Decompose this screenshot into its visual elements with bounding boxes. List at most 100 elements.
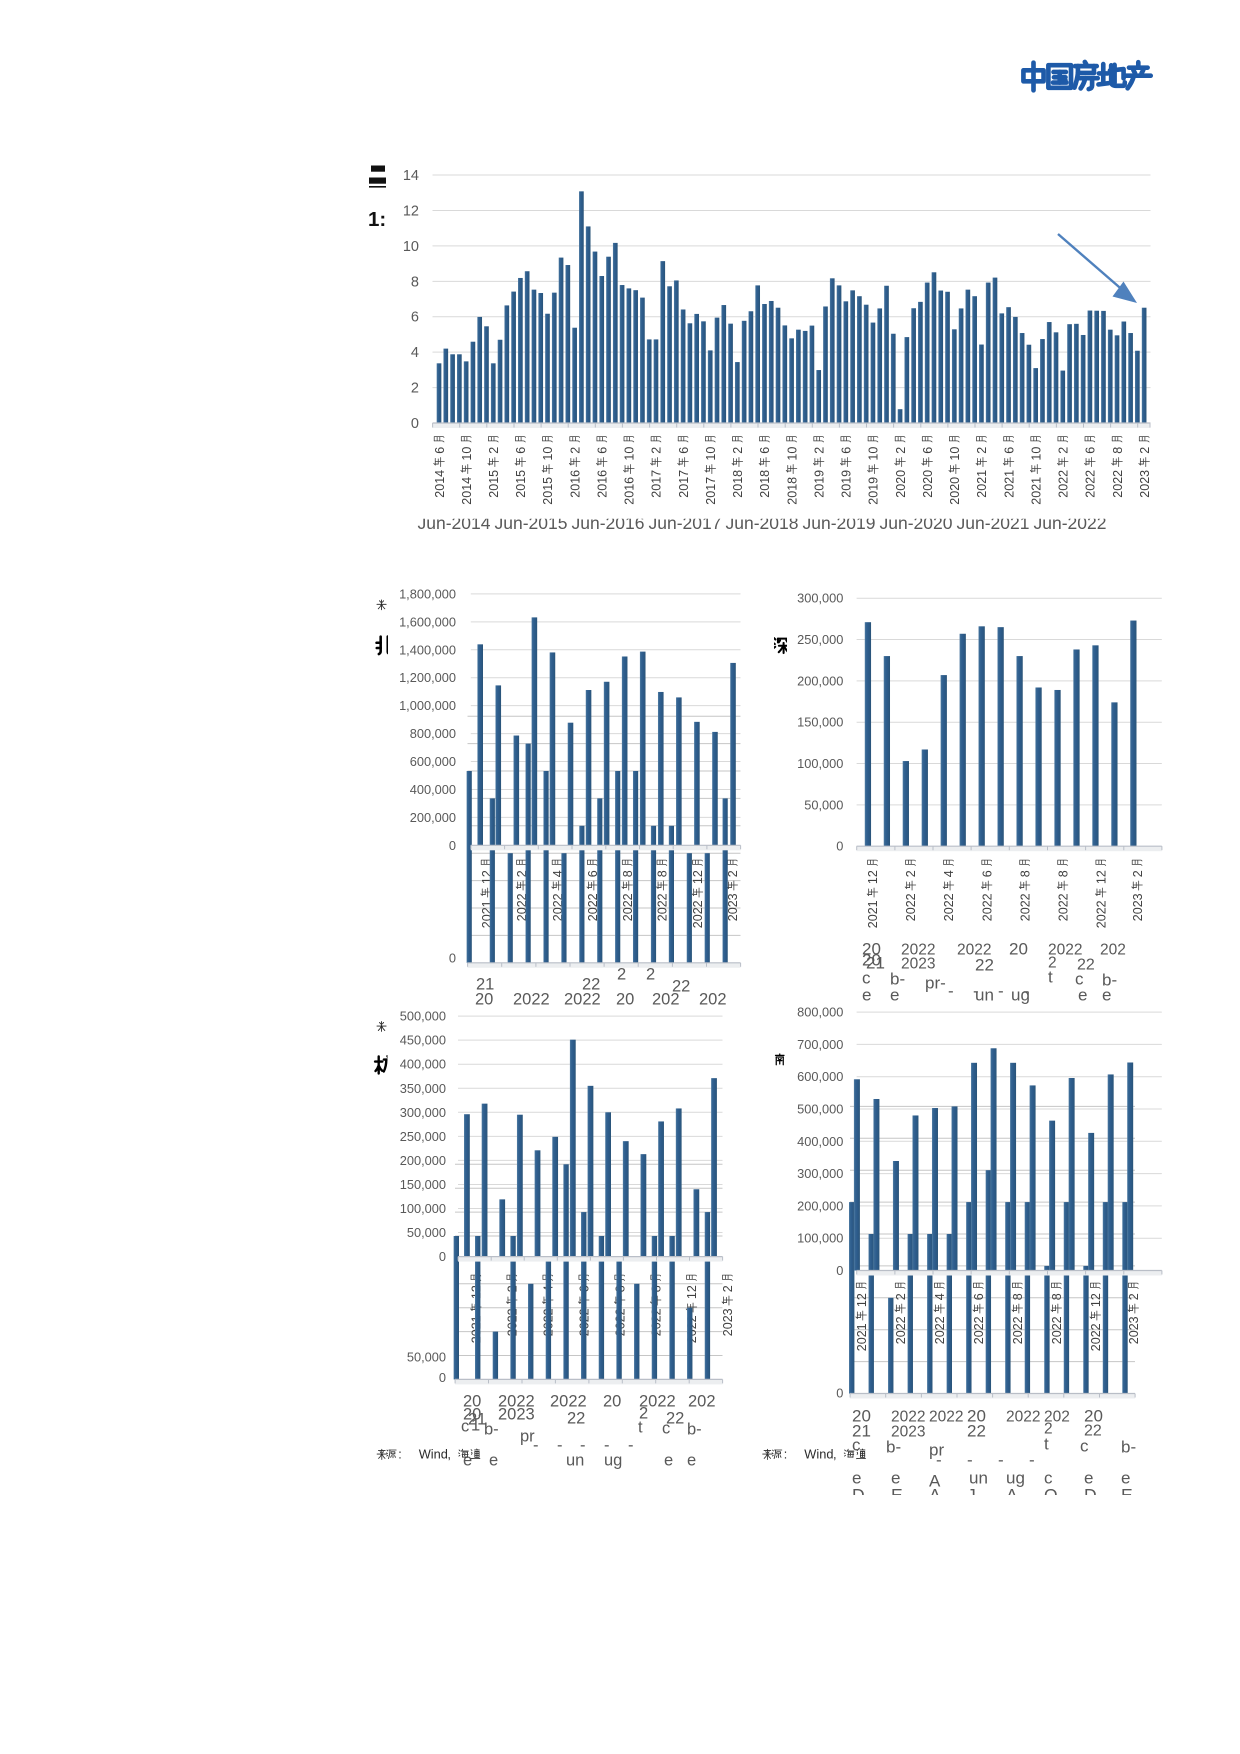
svg-text:b-: b- — [687, 1421, 702, 1439]
svg-text:600,000: 600,000 — [797, 1069, 843, 1084]
svg-text:Jun-2020: Jun-2020 — [880, 513, 953, 533]
svg-text:4: 4 — [933, 1293, 947, 1300]
svg-text:2: 2 — [411, 381, 419, 397]
svg-text:22: 22 — [567, 1410, 585, 1428]
svg-text:22: 22 — [967, 1422, 986, 1441]
svg-text:200,000: 200,000 — [797, 1198, 843, 1213]
svg-text:c: c — [461, 1418, 469, 1436]
svg-text:2: 2 — [568, 447, 582, 454]
svg-text:2: 2 — [726, 870, 740, 877]
svg-text:450,000: 450,000 — [400, 1033, 446, 1048]
svg-text:2016: 2016 — [623, 477, 637, 505]
svg-text:6: 6 — [921, 447, 935, 454]
svg-text:2022: 2022 — [1089, 1323, 1103, 1351]
svg-text:12: 12 — [685, 1285, 699, 1299]
svg-text:c: c — [1080, 1437, 1089, 1456]
svg-text:2: 2 — [904, 870, 918, 877]
svg-text:-: - — [628, 1437, 634, 1455]
svg-text:2022: 2022 — [957, 942, 991, 959]
svg-text:e: e — [463, 1452, 472, 1470]
svg-text:2: 2 — [515, 870, 529, 877]
svg-text:0: 0 — [411, 416, 419, 432]
svg-text:D: D — [1084, 1485, 1097, 1505]
svg-text:1,800,000: 1,800,000 — [399, 586, 456, 601]
svg-text:2: 2 — [731, 447, 745, 454]
svg-text:2022: 2022 — [550, 1393, 587, 1411]
svg-text:2022: 2022 — [513, 991, 550, 1009]
svg-text:20: 20 — [852, 1407, 871, 1426]
svg-text:2022: 2022 — [929, 1409, 963, 1426]
svg-text:1: 1 — [471, 1417, 480, 1435]
svg-text:e: e — [852, 1469, 861, 1488]
svg-text:2022: 2022 — [942, 893, 956, 921]
svg-text:500,000: 500,000 — [797, 1102, 843, 1117]
svg-text:e: e — [1084, 1469, 1093, 1488]
svg-text::: : — [398, 1447, 401, 1461]
svg-text:4: 4 — [942, 870, 956, 877]
svg-text:Jun-2018: Jun-2018 — [726, 513, 799, 533]
svg-text:2022: 2022 — [564, 991, 601, 1009]
svg-text:2022: 2022 — [586, 893, 600, 921]
svg-text:b-: b- — [1102, 971, 1117, 990]
svg-text:150,000: 150,000 — [400, 1177, 446, 1192]
svg-text:6: 6 — [1084, 447, 1098, 454]
svg-text:2023: 2023 — [721, 1308, 735, 1336]
svg-text:22: 22 — [1084, 1423, 1102, 1440]
svg-text:250,000: 250,000 — [400, 1129, 446, 1144]
svg-text:200,000: 200,000 — [400, 1153, 446, 1168]
svg-text:22: 22 — [1077, 957, 1095, 974]
svg-text:-: - — [998, 982, 1004, 1001]
svg-text:-: - — [533, 1437, 539, 1455]
svg-text:-: - — [1023, 982, 1029, 1001]
svg-text:Wind: Wind — [804, 1446, 833, 1461]
svg-text:2022: 2022 — [891, 1409, 925, 1426]
svg-text:800,000: 800,000 — [410, 726, 456, 741]
svg-text:-: - — [998, 1451, 1004, 1470]
svg-text:e: e — [1078, 986, 1087, 1005]
svg-text:22: 22 — [672, 978, 690, 996]
svg-text:2: 2 — [1127, 1293, 1141, 1300]
svg-text:c: c — [1044, 1469, 1053, 1488]
svg-text:20: 20 — [967, 1407, 986, 1426]
svg-text:2022: 2022 — [901, 942, 935, 959]
svg-text:un: un — [969, 1469, 988, 1488]
svg-text:0: 0 — [836, 1263, 843, 1278]
svg-text:1,000,000: 1,000,000 — [399, 698, 456, 713]
svg-text:2017: 2017 — [704, 477, 718, 505]
svg-text:2: 2 — [1044, 1421, 1053, 1438]
svg-text:202: 202 — [699, 991, 727, 1009]
svg-text:c: c — [862, 969, 871, 988]
svg-text:6: 6 — [758, 447, 772, 454]
svg-text:2022: 2022 — [498, 1393, 535, 1411]
svg-text:-: - — [936, 1451, 942, 1470]
svg-text:t: t — [638, 1419, 643, 1437]
svg-text:e: e — [890, 986, 899, 1005]
svg-text:100,000: 100,000 — [400, 1201, 446, 1216]
svg-text:2: 2 — [894, 447, 908, 454]
svg-text:300,000: 300,000 — [797, 591, 843, 606]
svg-text:1,200,000: 1,200,000 — [399, 670, 456, 685]
svg-text:20: 20 — [1084, 1407, 1103, 1426]
svg-text:A: A — [929, 1472, 941, 1491]
svg-text:10: 10 — [704, 447, 718, 461]
svg-text:12: 12 — [1089, 1293, 1103, 1307]
svg-text:c: c — [852, 1436, 861, 1455]
svg-text:e: e — [1102, 986, 1111, 1005]
svg-text:ug: ug — [1006, 1469, 1025, 1488]
svg-text:e: e — [664, 1452, 673, 1470]
svg-text:4: 4 — [411, 345, 419, 361]
svg-text:Jun-2014: Jun-2014 — [418, 513, 491, 533]
svg-text:22: 22 — [666, 1410, 684, 1428]
svg-text:2022: 2022 — [1057, 470, 1071, 498]
svg-text:6: 6 — [980, 870, 994, 877]
svg-text:Jun-2015: Jun-2015 — [495, 513, 568, 533]
svg-text:2015: 2015 — [514, 470, 528, 498]
svg-text:12: 12 — [403, 204, 419, 220]
svg-text:2022: 2022 — [972, 1316, 986, 1344]
svg-text:2: 2 — [617, 966, 626, 984]
svg-text:Jun-2022: Jun-2022 — [1034, 513, 1107, 533]
svg-text:ug: ug — [604, 1452, 622, 1470]
svg-text:20: 20 — [463, 1393, 481, 1411]
svg-text:2022: 2022 — [1006, 1409, 1040, 1426]
svg-text:2022: 2022 — [1084, 470, 1098, 498]
